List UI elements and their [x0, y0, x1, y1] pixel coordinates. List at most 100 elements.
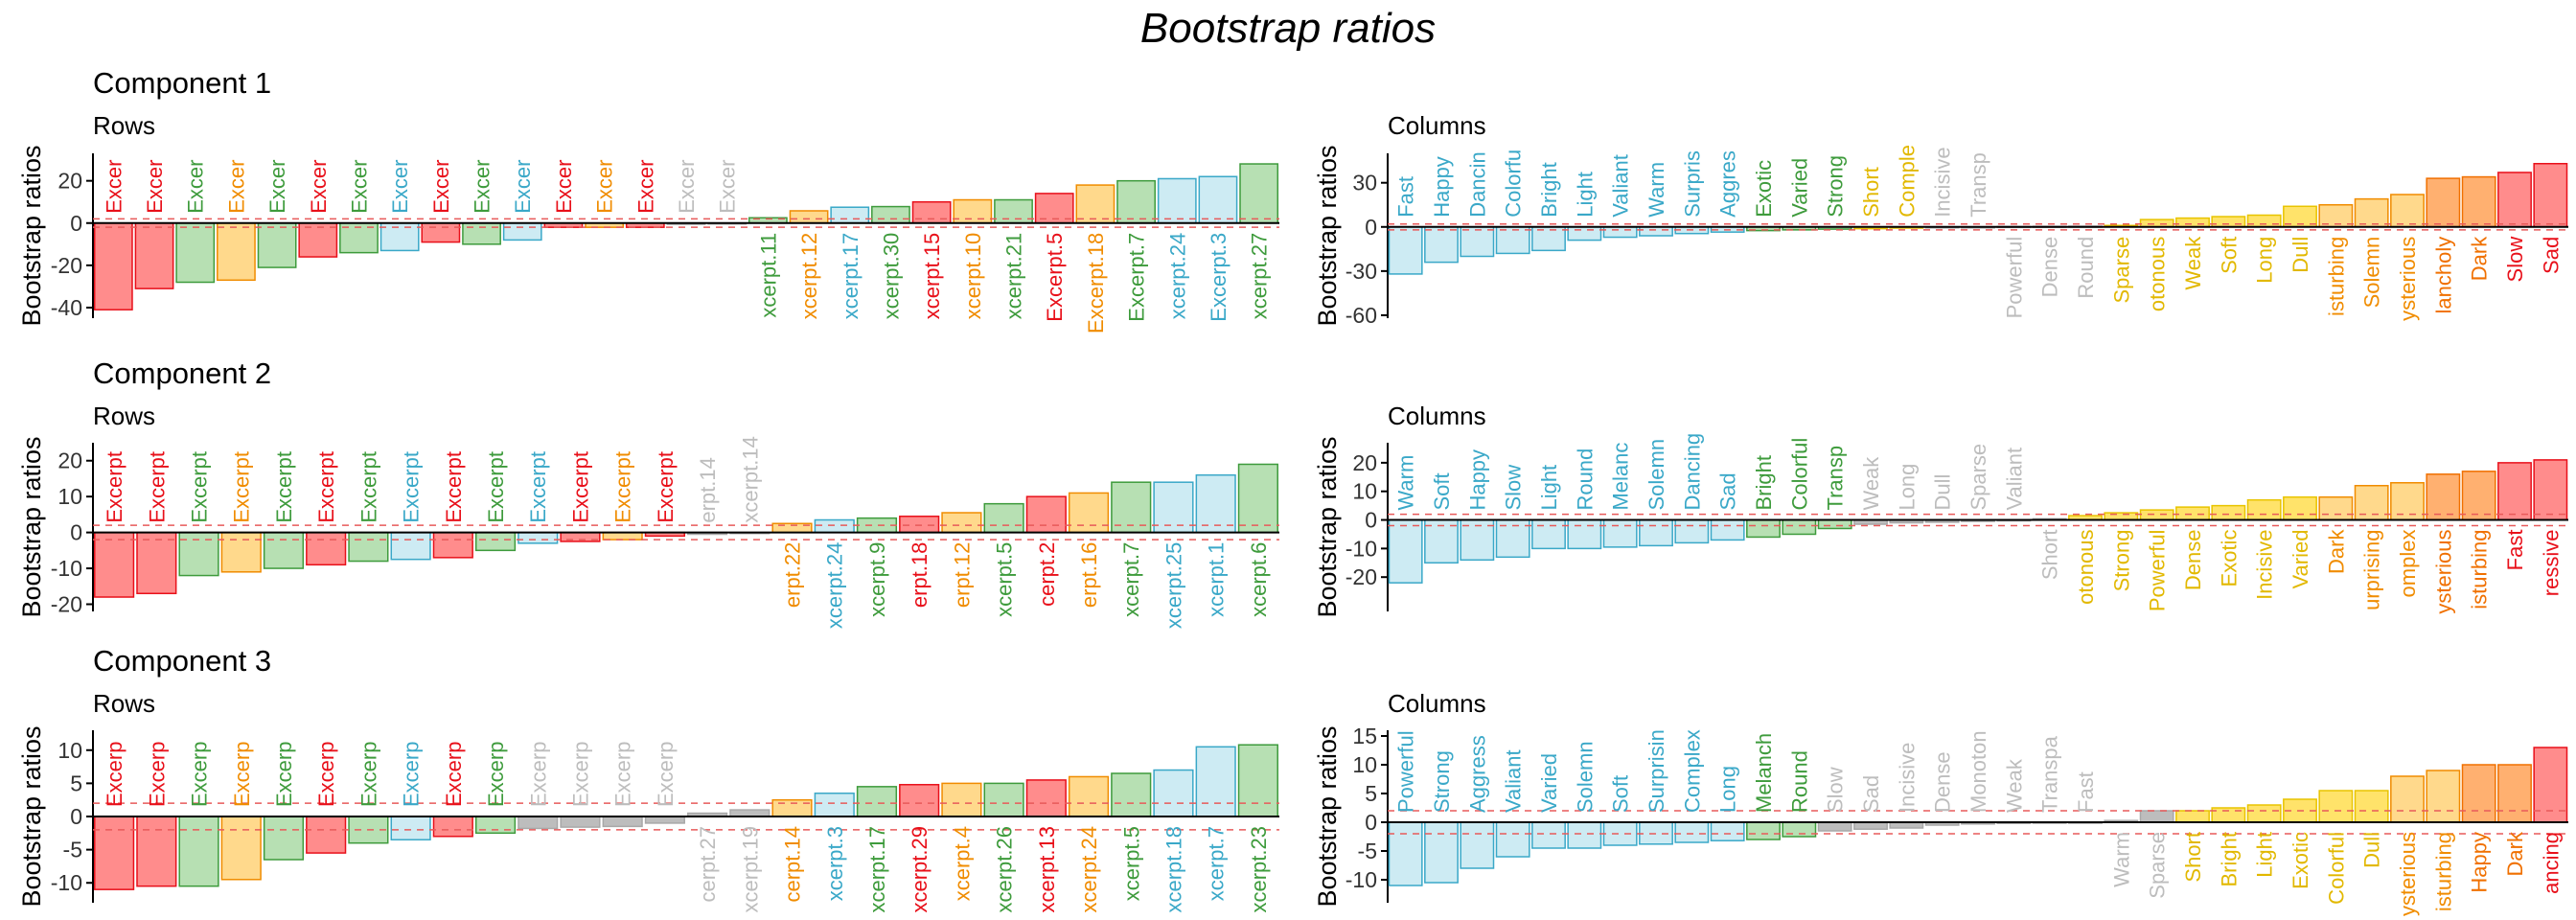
bar-label: Surpris [1680, 150, 1704, 218]
bar-label: Excerpt [654, 451, 678, 523]
bar [560, 816, 601, 828]
bar-label: Weak [1859, 456, 1883, 511]
bar [941, 782, 982, 817]
bar-label: Monoton [1966, 730, 1990, 813]
bar [2246, 804, 2282, 823]
bar-label: Powerful [2002, 237, 2026, 319]
y-tick-label: 15 [1352, 724, 1377, 748]
bar [1460, 821, 1495, 869]
bar-label: Varied [1537, 753, 1561, 813]
bar-label: xcerpt.11 [756, 233, 780, 318]
bar-label: Short [2038, 530, 2062, 581]
bar [1639, 226, 1673, 237]
bar [830, 206, 870, 224]
bar-label: xcerpt.24 [1077, 826, 1101, 913]
bar [1674, 518, 1710, 544]
bar-label: Excerpt [611, 451, 635, 523]
bar [298, 222, 338, 258]
bar [911, 200, 952, 224]
bar-label: Dull [1931, 474, 1955, 511]
bar-label: xcerpt.9 [865, 542, 889, 617]
bar-label: cerpt.27 [696, 826, 720, 903]
y-tick-label: 0 [1365, 810, 1377, 835]
bar [1388, 821, 1423, 886]
bar [2390, 482, 2425, 521]
bar [1111, 772, 1152, 817]
bar [602, 816, 643, 828]
bar [2497, 172, 2532, 228]
bar-label: Excerpt [568, 451, 592, 523]
bar [1237, 463, 1278, 534]
bar [432, 816, 473, 838]
bar [899, 516, 940, 534]
y-tick-label: 5 [70, 770, 82, 795]
bar-label: xcerpt.27 [1248, 233, 1272, 320]
bar-label: Fast [2503, 530, 2527, 571]
bar-label: erpt.18 [908, 542, 932, 609]
bar [1068, 775, 1110, 817]
bar-label: xcerpt.23 [1247, 826, 1271, 913]
bar-label: Strong [2109, 530, 2133, 592]
bar [474, 816, 517, 835]
bar-label: Excerpt [400, 451, 424, 523]
bar-label: Solemn [2360, 237, 2384, 309]
bar-label: Long [1895, 464, 1919, 511]
bar [2211, 216, 2246, 228]
bar-label: Excerp [188, 742, 212, 807]
y-tick-label: -5 [63, 838, 82, 862]
bar-label: Excer [347, 160, 371, 214]
bar-label: Light [1573, 172, 1597, 218]
bar-label: xcerpt.29 [908, 826, 932, 913]
bar-label: Sparse [2146, 832, 2170, 899]
bar-label: Sad [1716, 472, 1740, 510]
bar-label: Excer [388, 160, 412, 214]
bar-label: Dull [2360, 832, 2384, 868]
bar [1602, 821, 1638, 846]
y-tick-label: 0 [70, 804, 82, 829]
bar [474, 531, 517, 552]
y-axis-label: Bootstrap ratios [17, 145, 46, 326]
bar [2283, 495, 2317, 521]
panels-group: Component 1 Rows Bootstrap ratios 20 0 -20 -40… [17, 66, 2568, 916]
panel-2: Columns Bootstrap ratios 30 0 -30 -60 Fast Happ… [1313, 111, 2568, 328]
bar [1424, 518, 1459, 564]
bar-label: xcerpt.17 [839, 233, 862, 320]
bar-label: Happy [1465, 449, 1489, 511]
bar-label: Excerpt [484, 451, 508, 523]
bar [2246, 214, 2282, 228]
panel-3: Component 2 Rows Bootstrap ratios 20 10 0 -10 -… [17, 356, 1279, 629]
bar-label: Varied [1787, 158, 1811, 218]
bar-label: urprising [2360, 530, 2384, 610]
bar [2139, 810, 2174, 823]
bar [941, 512, 982, 534]
bar [1424, 821, 1459, 884]
bar-label: erpt.14 [696, 457, 720, 523]
bar-label: xcerpt.10 [961, 233, 985, 320]
bar-label: cerpt.14 [781, 826, 805, 903]
bar-label: xcerpt.4 [950, 826, 974, 901]
bar-label: Excerpt.18 [1084, 233, 1108, 334]
bar [2461, 471, 2496, 521]
bar-label: Excerpt.3 [1207, 233, 1230, 322]
bar-label: xcerpt.15 [920, 233, 944, 320]
bar [94, 816, 135, 890]
bar [2318, 790, 2354, 823]
bar [856, 786, 898, 817]
y-tick-label: -10 [1346, 536, 1377, 561]
bar-label: Happy [1430, 156, 1454, 218]
bar-label: erpt.16 [1077, 542, 1101, 609]
bar-label: Excer [552, 160, 576, 214]
bar-label: Excerpt [356, 451, 380, 523]
bar [175, 222, 216, 284]
y-tick-label: 10 [58, 738, 82, 763]
bar [983, 502, 1024, 534]
bar-label: Weak [2002, 758, 2026, 813]
bar [1746, 518, 1781, 539]
bar-label: Powerful [2146, 530, 2170, 612]
bar-label: Incisive [2253, 530, 2277, 600]
bar [899, 784, 940, 817]
bar-label: Weak [2181, 236, 2205, 290]
bar-label: Excerp [484, 742, 508, 807]
bar [1153, 769, 1194, 817]
bar [2175, 217, 2210, 228]
